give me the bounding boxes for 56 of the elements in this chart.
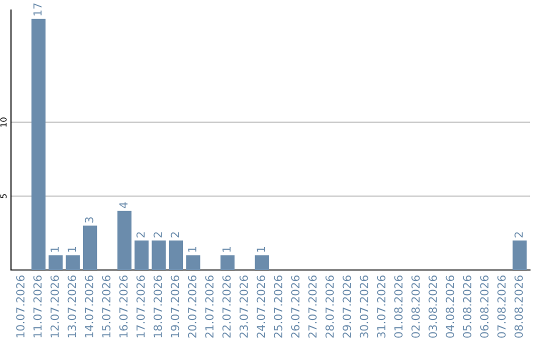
- bar: [186, 255, 200, 270]
- x-tick-label: 03.08.2026: [428, 276, 437, 338]
- x-tick-label: 12.07.2026: [50, 276, 59, 338]
- bar: [168, 240, 184, 270]
- x-tick-label: 21.07.2026: [205, 276, 214, 338]
- x-tick-label: 14.07.2026: [84, 276, 94, 338]
- bar: [66, 255, 80, 270]
- x-tick-label: 18.07.2026: [154, 276, 162, 338]
- x-tick-label: 29.07.2026: [342, 276, 352, 338]
- data-label: 4: [119, 202, 128, 208]
- data-label: 1: [222, 246, 231, 252]
- bar: [220, 255, 235, 270]
- y-tick-label: 10: [0, 118, 7, 127]
- data-label: 2: [514, 232, 523, 238]
- x-tick-label: 25.07.2026: [274, 276, 282, 338]
- data-label: 17: [33, 3, 42, 16]
- data-label: 1: [188, 246, 196, 252]
- bar: [152, 240, 166, 270]
- bar: [512, 240, 527, 270]
- data-label: 1: [256, 246, 265, 252]
- x-tick-label: 28.07.2026: [325, 276, 334, 338]
- bar: [83, 226, 98, 270]
- y-tick-label: 5: [0, 194, 7, 198]
- data-label: 2: [136, 232, 145, 238]
- data-label: 1: [68, 246, 76, 252]
- x-tick-label: 24.07.2026: [256, 276, 266, 338]
- x-tick-label: 02.08.2026: [411, 276, 420, 338]
- x-tick-label: 31.07.2026: [377, 276, 386, 338]
- x-tick-label: 26.07.2026: [291, 276, 300, 338]
- x-tick-label: 07.08.2026: [497, 276, 506, 338]
- x-tick-label: 16.07.2026: [119, 276, 128, 338]
- x-tick-label: 13.07.2026: [68, 276, 76, 338]
- bar: [117, 210, 132, 270]
- data-label: 2: [170, 232, 180, 238]
- x-tick-label: 15.07.2026: [102, 276, 110, 338]
- x-tick-label: 06.08.2026: [480, 276, 489, 338]
- x-tick-label: 01.08.2026: [394, 276, 403, 338]
- data-label: 1: [50, 246, 59, 252]
- x-tick-label: 05.08.2026: [462, 276, 472, 338]
- x-tick-label: 23.07.2026: [240, 276, 248, 338]
- x-tick-label: 08.08.2026: [514, 276, 523, 338]
- x-tick-label: 19.07.2026: [170, 276, 180, 338]
- bar: [48, 255, 63, 270]
- x-tick-label: 11.07.2026: [33, 276, 42, 338]
- x-tick-label: 04.08.2026: [446, 276, 454, 338]
- x-tick-label: 17.07.2026: [136, 276, 145, 338]
- x-tick-label: 20.07.2026: [188, 276, 196, 338]
- x-tick-label: 30.07.2026: [360, 276, 368, 338]
- x-tick-label: 22.07.2026: [222, 276, 231, 338]
- data-label: 3: [84, 217, 94, 223]
- x-tick-label: 10.07.2026: [16, 276, 25, 338]
- bar: [31, 18, 46, 270]
- data-label: 2: [154, 232, 162, 238]
- bar: [134, 240, 149, 270]
- bar: [254, 255, 269, 270]
- x-tick-label: 27.07.2026: [308, 276, 317, 338]
